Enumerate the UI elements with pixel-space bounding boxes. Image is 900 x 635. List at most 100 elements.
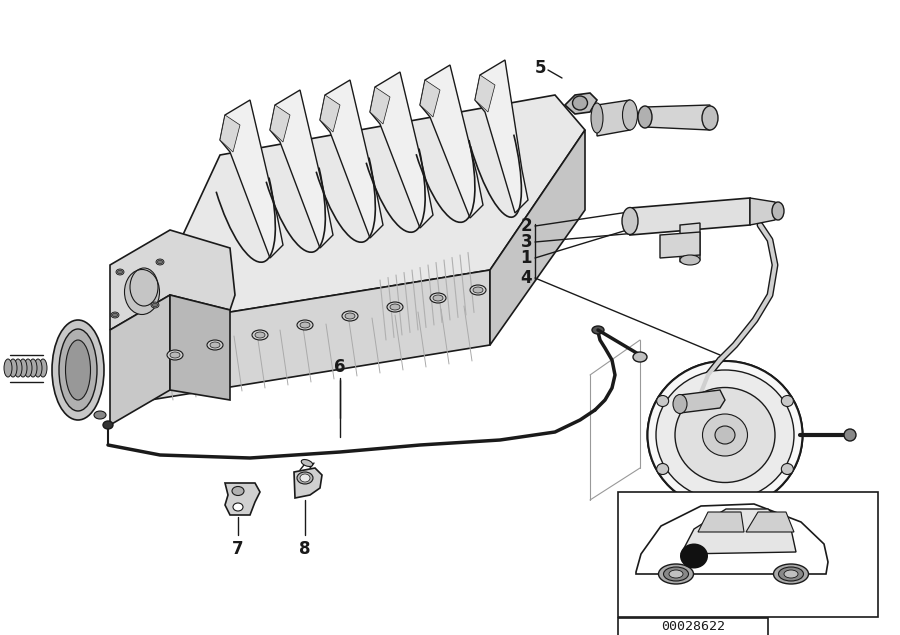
Polygon shape	[681, 509, 796, 554]
Polygon shape	[645, 105, 710, 130]
Ellipse shape	[647, 361, 803, 509]
Ellipse shape	[300, 474, 310, 482]
Polygon shape	[597, 100, 630, 136]
Ellipse shape	[156, 259, 164, 265]
Ellipse shape	[19, 359, 27, 377]
Polygon shape	[225, 483, 260, 515]
Ellipse shape	[663, 567, 688, 581]
Ellipse shape	[118, 271, 122, 274]
Ellipse shape	[345, 313, 355, 319]
Ellipse shape	[715, 426, 735, 444]
Text: 4: 4	[520, 269, 532, 287]
Ellipse shape	[778, 567, 804, 581]
Ellipse shape	[207, 340, 223, 350]
Text: 2: 2	[520, 217, 532, 235]
Ellipse shape	[781, 464, 794, 474]
Ellipse shape	[152, 304, 158, 307]
Polygon shape	[150, 270, 490, 400]
Polygon shape	[370, 87, 390, 124]
Ellipse shape	[124, 269, 159, 314]
Text: 1: 1	[520, 249, 532, 267]
Polygon shape	[110, 295, 170, 425]
Ellipse shape	[302, 460, 312, 467]
Ellipse shape	[430, 293, 446, 303]
Polygon shape	[294, 468, 322, 498]
Ellipse shape	[772, 202, 784, 220]
Ellipse shape	[170, 352, 180, 358]
Polygon shape	[680, 223, 700, 262]
Ellipse shape	[210, 342, 220, 348]
Ellipse shape	[94, 411, 106, 419]
Ellipse shape	[39, 359, 47, 377]
Polygon shape	[320, 95, 340, 132]
Ellipse shape	[59, 329, 97, 411]
Ellipse shape	[784, 570, 798, 578]
Polygon shape	[475, 75, 495, 112]
Ellipse shape	[592, 326, 604, 334]
Ellipse shape	[116, 269, 124, 275]
Ellipse shape	[572, 96, 588, 110]
Text: 6: 6	[334, 358, 346, 376]
Ellipse shape	[24, 359, 32, 377]
Text: 5: 5	[535, 59, 546, 77]
Ellipse shape	[659, 564, 694, 584]
Ellipse shape	[297, 320, 313, 330]
Ellipse shape	[703, 414, 748, 456]
Ellipse shape	[14, 359, 22, 377]
Polygon shape	[675, 390, 725, 413]
Polygon shape	[320, 80, 383, 238]
Text: 00028622: 00028622	[661, 620, 725, 634]
Ellipse shape	[680, 255, 700, 265]
Polygon shape	[420, 65, 483, 218]
Polygon shape	[636, 504, 828, 574]
Ellipse shape	[773, 564, 808, 584]
Ellipse shape	[112, 313, 118, 317]
Ellipse shape	[52, 320, 104, 420]
Ellipse shape	[167, 350, 183, 360]
Ellipse shape	[342, 311, 358, 321]
Ellipse shape	[252, 330, 268, 340]
Ellipse shape	[591, 103, 603, 133]
Polygon shape	[220, 100, 283, 258]
Ellipse shape	[255, 332, 265, 338]
Text: 8: 8	[299, 540, 310, 558]
Polygon shape	[270, 105, 290, 142]
Ellipse shape	[680, 544, 708, 568]
Ellipse shape	[103, 421, 113, 429]
Polygon shape	[490, 130, 585, 345]
Ellipse shape	[718, 429, 734, 441]
Ellipse shape	[669, 570, 683, 578]
Ellipse shape	[702, 106, 718, 130]
Ellipse shape	[473, 287, 483, 293]
Polygon shape	[420, 80, 440, 117]
Ellipse shape	[675, 387, 775, 483]
Polygon shape	[475, 60, 528, 213]
Ellipse shape	[151, 302, 159, 308]
Bar	[618, 492, 878, 617]
Ellipse shape	[656, 370, 794, 500]
Ellipse shape	[390, 304, 400, 310]
Ellipse shape	[433, 295, 443, 301]
Ellipse shape	[34, 359, 42, 377]
Polygon shape	[746, 512, 794, 532]
Ellipse shape	[657, 464, 669, 474]
Ellipse shape	[387, 302, 403, 312]
Ellipse shape	[470, 285, 486, 295]
Ellipse shape	[233, 503, 243, 511]
Polygon shape	[220, 115, 240, 152]
Polygon shape	[630, 198, 750, 235]
Polygon shape	[565, 93, 597, 114]
Polygon shape	[270, 90, 333, 248]
Polygon shape	[660, 232, 700, 258]
Ellipse shape	[781, 396, 794, 406]
Ellipse shape	[158, 260, 163, 264]
Bar	[618, 618, 768, 635]
Ellipse shape	[844, 429, 856, 441]
Ellipse shape	[673, 394, 687, 413]
Ellipse shape	[657, 396, 669, 406]
Polygon shape	[698, 512, 744, 532]
Ellipse shape	[232, 486, 244, 495]
Polygon shape	[170, 295, 230, 400]
Ellipse shape	[29, 359, 37, 377]
Ellipse shape	[622, 208, 638, 234]
